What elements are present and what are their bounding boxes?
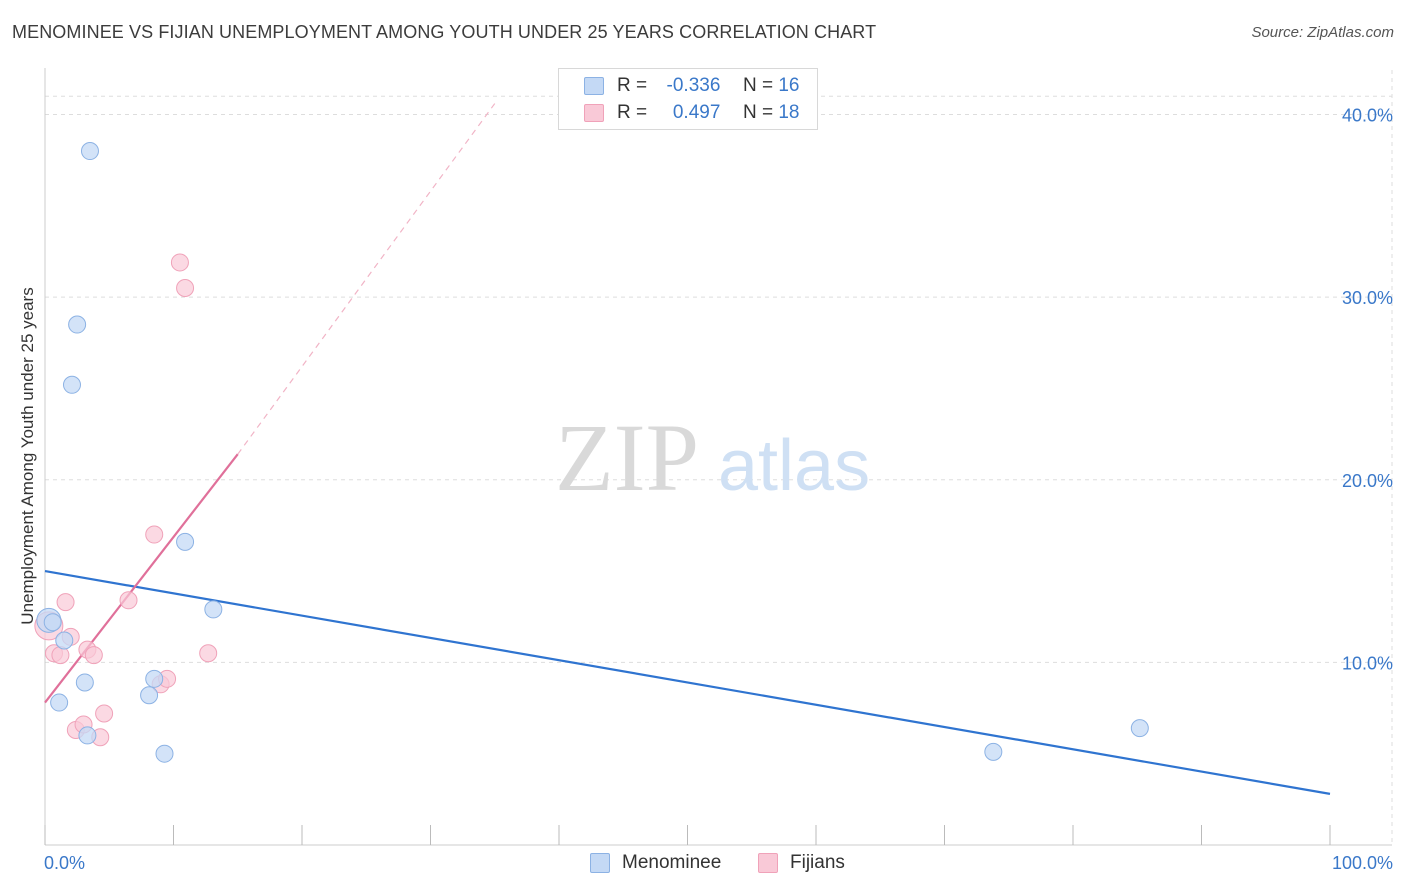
legend-item-fijians: Fijians [758, 852, 845, 874]
y-tick-label-30: 30.0% [1342, 288, 1393, 308]
fijians-n-label: N = [742, 102, 774, 123]
menominee-point [155, 744, 174, 763]
legend-item-menominee: Menominee [590, 852, 721, 874]
y-tick-label-20: 20.0% [1342, 471, 1393, 491]
fijians-point [145, 525, 164, 544]
menominee-legend-label: Menominee [622, 852, 722, 873]
chart-title: MENOMINEE VS FIJIAN UNEMPLOYMENT AMONG Y… [12, 22, 877, 42]
menominee-trend-line [44, 569, 1331, 795]
fijians-point [84, 646, 103, 665]
menominee-point [55, 631, 74, 650]
chart-source: Source: ZipAtlas.com [1251, 24, 1394, 41]
watermark-atlas: atlas [718, 426, 870, 506]
fijians-trend-line [44, 453, 239, 704]
fijians-point [95, 704, 114, 723]
menominee-point [176, 532, 195, 551]
menominee-swatch [584, 77, 604, 95]
x-tick-label-max: 100.0% [1332, 853, 1393, 873]
fijians-point [176, 279, 195, 298]
fijians-r-value: 0.497 [672, 102, 721, 123]
menominee-point [78, 726, 97, 745]
menominee-point [75, 673, 94, 692]
fijians-r-label: R = [617, 102, 648, 123]
menominee-point [50, 693, 69, 712]
trend-lines [44, 103, 1331, 795]
fijians-n-value: 18 [778, 102, 800, 123]
menominee-point [68, 315, 87, 334]
watermark-zip: ZIP [555, 404, 699, 511]
menominee-n-value: 16 [778, 75, 800, 96]
menominee-n-label: N = [742, 75, 774, 96]
menominee-point [43, 613, 62, 632]
data-points [34, 142, 1149, 763]
y-tick-label-10: 10.0% [1342, 653, 1393, 673]
fijians-point [199, 644, 218, 663]
menominee-point [80, 142, 99, 161]
fijians-point [56, 593, 75, 612]
fijians-point [170, 253, 189, 272]
grid-lines [45, 70, 1393, 845]
x-tick-label-min: 0.0% [44, 853, 85, 873]
menominee-point [62, 375, 81, 394]
correlation-legend: R = -0.336 N = 16 R = 0.497 N = 18 [558, 68, 818, 130]
menominee-r-label: R = [617, 75, 648, 96]
menominee-point [984, 742, 1003, 761]
fijians-trend-extension [237, 103, 496, 455]
axes [44, 68, 1392, 846]
menominee-point [204, 600, 223, 619]
fijians-swatch [584, 104, 604, 122]
menominee-legend-swatch [590, 853, 610, 873]
menominee-point [145, 669, 164, 688]
fijians-point [119, 591, 138, 610]
fijians-legend-swatch [758, 853, 778, 873]
y-tick-label-40: 40.0% [1342, 106, 1393, 126]
fijians-legend-label: Fijians [790, 852, 845, 873]
menominee-point [1130, 719, 1149, 738]
menominee-r-value: -0.336 [666, 75, 721, 96]
watermark: ZIP atlas [555, 404, 870, 511]
tick-labels: 10.0% 20.0% 30.0% 40.0% 0.0% 100.0% [44, 106, 1393, 873]
menominee-point [140, 686, 159, 705]
